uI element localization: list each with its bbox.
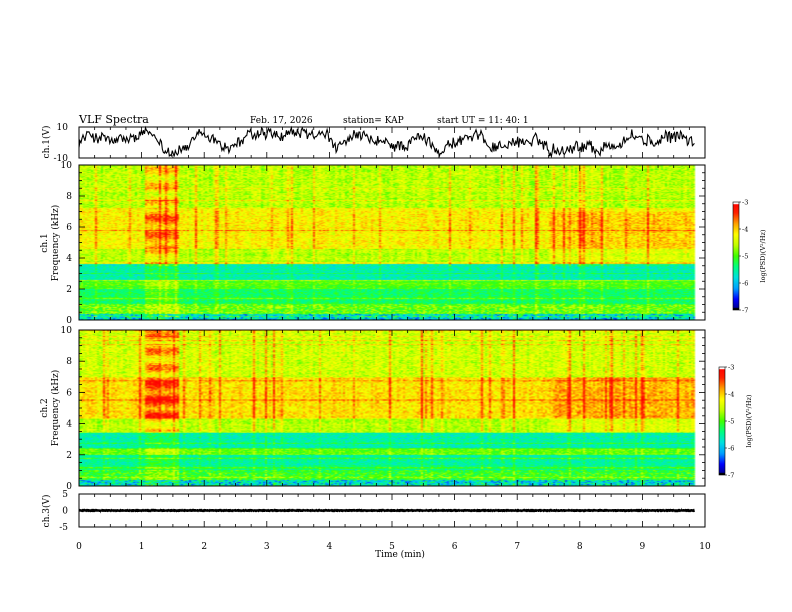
time-tick-label: 7 [514,542,520,552]
time-tick-label: 10 [699,542,711,552]
freq-tick-label: 0 [66,316,72,326]
ch1-waveform-line [78,125,695,159]
time-tick-label: 8 [577,542,583,552]
freq-tick-label: 10 [61,326,73,336]
freq-tick-label: 8 [66,357,72,367]
ch2-colorbar [719,367,725,475]
station-label: station= KAP [343,116,404,126]
freq-tick-label: 4 [66,420,72,430]
colorbar-tick-label: -4 [728,391,734,399]
ch3-ytick-label: 0 [62,507,68,517]
colorbar-tick-label: -5 [742,253,748,261]
ch2-spectrogram-ylabel: Frequency (kHz) [50,370,61,447]
ch1-colorbar [733,202,739,310]
ch1-spectrogram-image [79,165,705,320]
colorbar-tick-label: -3 [742,199,748,207]
freq-tick-label: 2 [66,285,72,295]
colorbar-tick-label: -6 [728,445,734,453]
freq-tick-label: 6 [66,223,72,233]
figure-title: VLF Spectra [78,113,149,126]
freq-tick-label: 6 [66,388,72,398]
ch1-ytick-top: 10 [57,123,69,133]
ch1-spectrogram-channel-label: ch.1 [40,233,50,252]
ch3-ylabel: ch.3(V) [41,495,52,528]
ch1-ylabel: ch.1(V) [41,126,52,159]
colorbar-tick-label: -5 [728,418,734,426]
freq-tick-label: 8 [66,192,72,202]
colorbar-tick-label: -6 [742,280,748,288]
time-tick-label: 0 [76,542,82,552]
ch3-waveform-panel: 5 0 -5 ch.3(V) 0 1 2 3 4 5 6 7 8 9 10 Time (min) [41,490,711,560]
colorbar-tick-label: -4 [742,226,748,234]
start-time-label: start UT = 11: 40: 1 [437,116,529,126]
ch1-ytick-bottom: -10 [54,154,69,164]
freq-tick-label: 10 [61,161,73,171]
ch2-spectrogram-image [79,330,705,486]
time-tick-label: 6 [452,542,458,552]
ch1-colorbar-label: log(PSD)(V²/Hz) [759,229,767,282]
ch3-ytick-label: -5 [59,523,68,533]
freq-tick-label: 2 [66,451,72,461]
ch2-colorbar-label: log(PSD)(V²/Hz) [745,394,753,447]
time-tick-label: 5 [389,542,395,552]
ch1-waveform-panel: 10 -10 ch.1(V) [41,123,706,164]
time-axis-label: Time (min) [375,549,425,560]
time-tick-label: 1 [139,542,145,552]
date-label: Feb. 17, 2026 [250,116,313,126]
time-tick-label: 3 [264,542,270,552]
ch3-ytick-label: 5 [62,490,68,500]
time-tick-label: 4 [327,542,333,552]
time-tick-label: 2 [201,542,207,552]
colorbar-tick-label: -7 [728,472,734,480]
freq-tick-label: 0 [66,482,72,492]
ch2-spectrogram-channel-label: ch.2 [40,398,50,417]
ch1-spectrogram-ylabel: Frequency (kHz) [50,205,61,282]
colorbar-tick-label: -3 [728,364,734,372]
ch3-waveform-line [78,507,695,514]
time-tick-label: 9 [640,542,646,552]
colorbar-tick-label: -7 [742,307,748,315]
freq-tick-label: 4 [66,254,72,264]
